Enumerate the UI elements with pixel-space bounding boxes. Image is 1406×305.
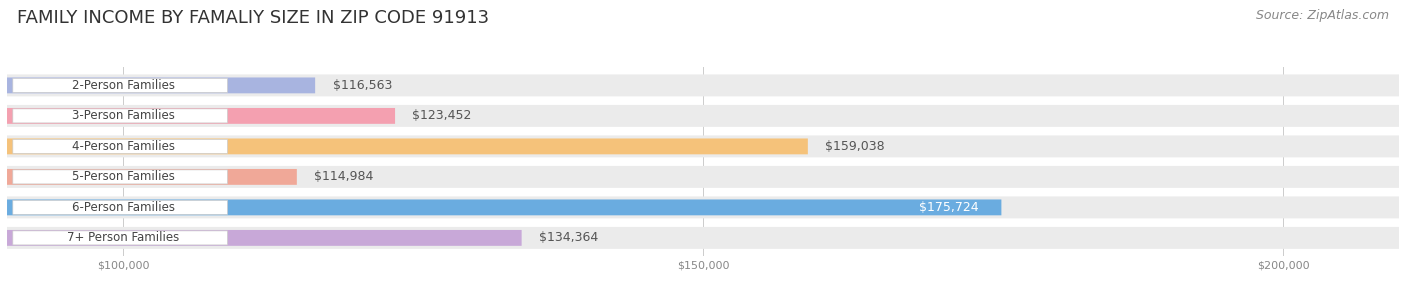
FancyBboxPatch shape [7,199,1001,215]
Text: FAMILY INCOME BY FAMALIY SIZE IN ZIP CODE 91913: FAMILY INCOME BY FAMALIY SIZE IN ZIP COD… [17,9,489,27]
Text: 6-Person Families: 6-Person Families [72,201,174,214]
FancyBboxPatch shape [13,200,228,214]
Text: 5-Person Families: 5-Person Families [72,170,174,183]
Text: 4-Person Families: 4-Person Families [72,140,174,153]
FancyBboxPatch shape [7,135,1399,157]
FancyBboxPatch shape [13,139,228,153]
FancyBboxPatch shape [7,105,1399,127]
FancyBboxPatch shape [7,138,808,154]
Text: $114,984: $114,984 [314,170,374,183]
Text: Source: ZipAtlas.com: Source: ZipAtlas.com [1256,9,1389,22]
FancyBboxPatch shape [7,196,1399,218]
Text: 3-Person Families: 3-Person Families [72,109,174,122]
Text: $134,364: $134,364 [538,231,599,244]
Text: $123,452: $123,452 [412,109,472,122]
Text: $116,563: $116,563 [333,79,392,92]
FancyBboxPatch shape [7,77,315,93]
Text: 2-Person Families: 2-Person Families [72,79,174,92]
FancyBboxPatch shape [13,170,228,184]
FancyBboxPatch shape [7,74,1399,96]
FancyBboxPatch shape [13,109,228,123]
FancyBboxPatch shape [7,166,1399,188]
FancyBboxPatch shape [13,78,228,92]
FancyBboxPatch shape [7,230,522,246]
FancyBboxPatch shape [7,108,395,124]
FancyBboxPatch shape [7,227,1399,249]
Text: 7+ Person Families: 7+ Person Families [67,231,179,244]
Text: $175,724: $175,724 [918,201,979,214]
Text: $159,038: $159,038 [825,140,884,153]
FancyBboxPatch shape [13,231,228,245]
FancyBboxPatch shape [7,169,297,185]
